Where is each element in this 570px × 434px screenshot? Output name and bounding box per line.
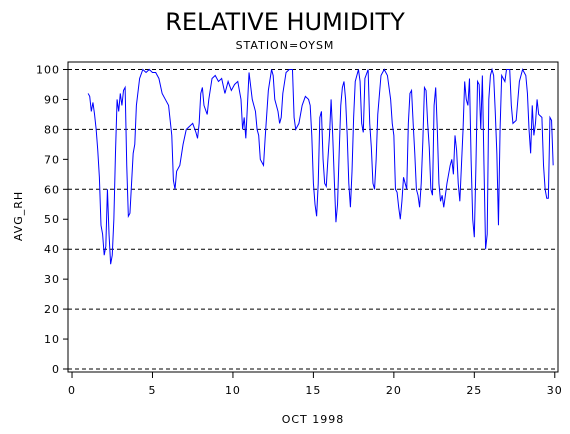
data-line (87, 67, 554, 265)
x-axis-label: OCT 1998 (282, 413, 345, 426)
y-tick-label: 70 (44, 153, 60, 166)
x-tick-label: 0 (68, 384, 76, 397)
x-tick-label: 15 (305, 384, 321, 397)
y-tick-label: 10 (44, 333, 60, 346)
y-tick-label: 90 (44, 93, 60, 106)
y-axis-label: AVG_RH (12, 191, 25, 241)
y-tick-label: 30 (44, 273, 60, 286)
x-tick-label: 10 (225, 384, 241, 397)
y-tick-label: 0 (52, 363, 60, 376)
y-tick-label: 60 (44, 183, 60, 196)
y-tick-label: 20 (44, 303, 60, 316)
x-tick-label: 5 (148, 384, 156, 397)
y-tick-label: 100 (36, 63, 60, 76)
x-tick-label: 25 (466, 384, 482, 397)
y-tick-label: 80 (44, 123, 60, 136)
x-tick-label: 20 (386, 384, 402, 397)
chart-title: RELATIVE HUMIDITY (165, 8, 405, 36)
chart-subtitle: STATION=OYSM (236, 39, 335, 52)
y-tick-label: 50 (44, 213, 60, 226)
y-tick-label: 40 (44, 243, 60, 256)
x-tick-label: 30 (547, 384, 563, 397)
